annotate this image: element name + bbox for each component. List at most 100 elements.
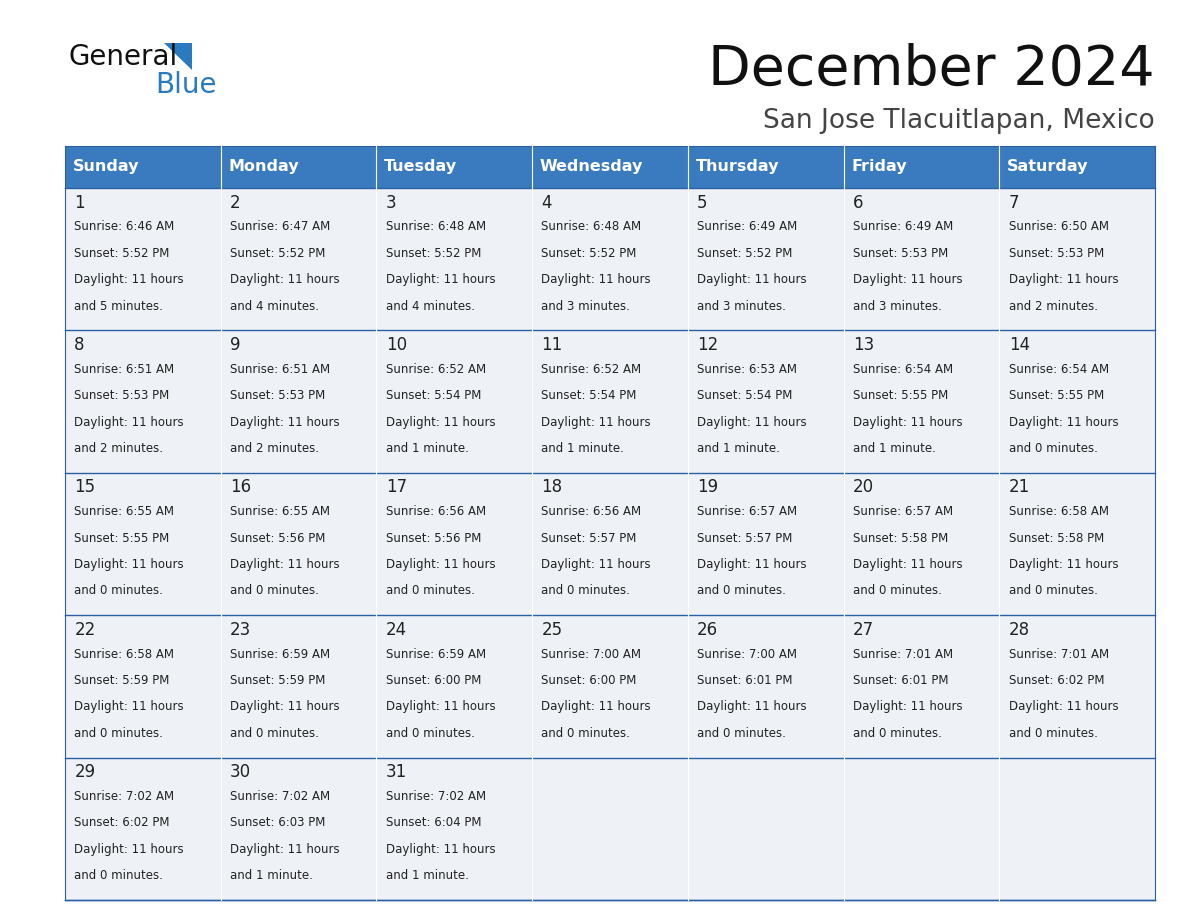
Text: 3: 3 xyxy=(386,194,397,211)
Text: Sunset: 6:03 PM: Sunset: 6:03 PM xyxy=(230,816,326,830)
Text: and 2 minutes.: and 2 minutes. xyxy=(230,442,320,455)
Text: and 3 minutes.: and 3 minutes. xyxy=(542,299,631,312)
Text: 19: 19 xyxy=(697,478,719,497)
Text: Sunrise: 6:52 AM: Sunrise: 6:52 AM xyxy=(386,363,486,375)
Bar xyxy=(377,146,532,188)
Bar xyxy=(65,757,221,900)
Text: Sunrise: 7:00 AM: Sunrise: 7:00 AM xyxy=(542,648,642,661)
Text: Sunrise: 6:49 AM: Sunrise: 6:49 AM xyxy=(697,220,797,233)
Text: Friday: Friday xyxy=(852,160,906,174)
Polygon shape xyxy=(164,43,192,70)
Text: Sunrise: 7:02 AM: Sunrise: 7:02 AM xyxy=(230,790,330,803)
Text: San Jose Tlacuitlapan, Mexico: San Jose Tlacuitlapan, Mexico xyxy=(763,108,1155,134)
Text: and 4 minutes.: and 4 minutes. xyxy=(230,299,320,312)
Text: and 0 minutes.: and 0 minutes. xyxy=(1009,727,1098,740)
Text: 14: 14 xyxy=(1009,336,1030,354)
Text: and 4 minutes.: and 4 minutes. xyxy=(386,299,475,312)
Bar xyxy=(688,615,843,757)
Text: Sunrise: 6:47 AM: Sunrise: 6:47 AM xyxy=(230,220,330,233)
Text: Blue: Blue xyxy=(154,71,216,99)
Text: and 1 minute.: and 1 minute. xyxy=(697,442,781,455)
Text: and 0 minutes.: and 0 minutes. xyxy=(542,585,631,598)
Text: 2: 2 xyxy=(230,194,241,211)
Text: Daylight: 11 hours: Daylight: 11 hours xyxy=(1009,274,1118,286)
Text: Thursday: Thursday xyxy=(696,160,779,174)
Text: Sunrise: 6:55 AM: Sunrise: 6:55 AM xyxy=(75,505,175,519)
Text: Sunset: 5:53 PM: Sunset: 5:53 PM xyxy=(230,389,326,402)
Text: 25: 25 xyxy=(542,621,563,639)
Text: and 0 minutes.: and 0 minutes. xyxy=(230,727,318,740)
Text: Daylight: 11 hours: Daylight: 11 hours xyxy=(1009,416,1118,429)
Text: and 3 minutes.: and 3 minutes. xyxy=(853,299,942,312)
Text: Daylight: 11 hours: Daylight: 11 hours xyxy=(75,558,184,571)
Bar xyxy=(65,146,221,188)
Bar xyxy=(221,146,377,188)
Text: Sunset: 5:59 PM: Sunset: 5:59 PM xyxy=(75,674,170,687)
Bar xyxy=(377,757,532,900)
Text: 9: 9 xyxy=(230,336,240,354)
Bar xyxy=(221,757,377,900)
Text: Sunrise: 6:53 AM: Sunrise: 6:53 AM xyxy=(697,363,797,375)
Text: 10: 10 xyxy=(386,336,407,354)
Text: 16: 16 xyxy=(230,478,251,497)
Text: Sunset: 5:58 PM: Sunset: 5:58 PM xyxy=(1009,532,1104,544)
Text: Daylight: 11 hours: Daylight: 11 hours xyxy=(75,416,184,429)
Text: Sunset: 5:55 PM: Sunset: 5:55 PM xyxy=(853,389,948,402)
Bar xyxy=(999,757,1155,900)
Bar xyxy=(377,330,532,473)
Text: Sunset: 6:00 PM: Sunset: 6:00 PM xyxy=(542,674,637,687)
Text: and 0 minutes.: and 0 minutes. xyxy=(697,727,786,740)
Text: Sunset: 5:52 PM: Sunset: 5:52 PM xyxy=(542,247,637,260)
Text: Monday: Monday xyxy=(228,160,299,174)
Bar xyxy=(65,473,221,615)
Text: Sunrise: 6:57 AM: Sunrise: 6:57 AM xyxy=(697,505,797,519)
Text: Sunset: 5:58 PM: Sunset: 5:58 PM xyxy=(853,532,948,544)
Text: Daylight: 11 hours: Daylight: 11 hours xyxy=(386,558,495,571)
Bar xyxy=(221,615,377,757)
Bar xyxy=(843,615,999,757)
Text: Sunrise: 6:57 AM: Sunrise: 6:57 AM xyxy=(853,505,953,519)
Text: 30: 30 xyxy=(230,763,251,781)
Text: 15: 15 xyxy=(75,478,95,497)
Bar xyxy=(221,330,377,473)
Bar xyxy=(999,146,1155,188)
Bar xyxy=(221,473,377,615)
Text: Daylight: 11 hours: Daylight: 11 hours xyxy=(697,274,807,286)
Text: Daylight: 11 hours: Daylight: 11 hours xyxy=(542,416,651,429)
Text: Sunrise: 7:02 AM: Sunrise: 7:02 AM xyxy=(386,790,486,803)
Text: 23: 23 xyxy=(230,621,252,639)
Text: Daylight: 11 hours: Daylight: 11 hours xyxy=(386,274,495,286)
Text: Sunset: 5:55 PM: Sunset: 5:55 PM xyxy=(75,532,170,544)
Text: Sunrise: 6:51 AM: Sunrise: 6:51 AM xyxy=(230,363,330,375)
Text: Sunset: 6:01 PM: Sunset: 6:01 PM xyxy=(697,674,792,687)
Text: Daylight: 11 hours: Daylight: 11 hours xyxy=(853,416,962,429)
Text: and 0 minutes.: and 0 minutes. xyxy=(386,585,475,598)
Bar xyxy=(688,473,843,615)
Bar xyxy=(999,188,1155,330)
Text: and 0 minutes.: and 0 minutes. xyxy=(75,869,163,882)
Text: Daylight: 11 hours: Daylight: 11 hours xyxy=(697,700,807,713)
Bar xyxy=(688,188,843,330)
Text: Sunrise: 7:02 AM: Sunrise: 7:02 AM xyxy=(75,790,175,803)
Text: 5: 5 xyxy=(697,194,708,211)
Bar xyxy=(221,188,377,330)
Text: 24: 24 xyxy=(386,621,407,639)
Text: Sunset: 5:56 PM: Sunset: 5:56 PM xyxy=(230,532,326,544)
Text: Daylight: 11 hours: Daylight: 11 hours xyxy=(1009,558,1118,571)
Bar xyxy=(999,330,1155,473)
Text: Sunset: 6:00 PM: Sunset: 6:00 PM xyxy=(386,674,481,687)
Bar xyxy=(377,188,532,330)
Text: Sunset: 5:53 PM: Sunset: 5:53 PM xyxy=(1009,247,1104,260)
Text: and 1 minute.: and 1 minute. xyxy=(230,869,312,882)
Text: Daylight: 11 hours: Daylight: 11 hours xyxy=(1009,700,1118,713)
Text: Daylight: 11 hours: Daylight: 11 hours xyxy=(853,558,962,571)
Text: 13: 13 xyxy=(853,336,874,354)
Text: Sunset: 6:04 PM: Sunset: 6:04 PM xyxy=(386,816,481,830)
Text: Sunset: 5:54 PM: Sunset: 5:54 PM xyxy=(542,389,637,402)
Text: 17: 17 xyxy=(386,478,407,497)
Text: Sunrise: 6:54 AM: Sunrise: 6:54 AM xyxy=(853,363,953,375)
Text: Daylight: 11 hours: Daylight: 11 hours xyxy=(697,558,807,571)
Text: 11: 11 xyxy=(542,336,563,354)
Text: 12: 12 xyxy=(697,336,719,354)
Text: Daylight: 11 hours: Daylight: 11 hours xyxy=(697,416,807,429)
